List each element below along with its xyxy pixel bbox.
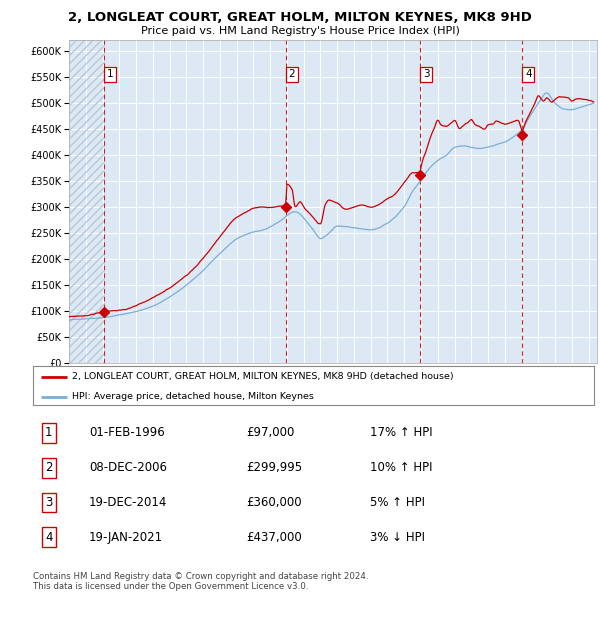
- Text: 08-DEC-2006: 08-DEC-2006: [89, 461, 167, 474]
- Text: HPI: Average price, detached house, Milton Keynes: HPI: Average price, detached house, Milt…: [72, 392, 314, 401]
- Text: 3: 3: [423, 69, 430, 79]
- Text: 5% ↑ HPI: 5% ↑ HPI: [370, 496, 425, 509]
- Text: £97,000: £97,000: [246, 427, 295, 440]
- Text: 2, LONGLEAT COURT, GREAT HOLM, MILTON KEYNES, MK8 9HD: 2, LONGLEAT COURT, GREAT HOLM, MILTON KE…: [68, 11, 532, 24]
- Text: Price paid vs. HM Land Registry's House Price Index (HPI): Price paid vs. HM Land Registry's House …: [140, 26, 460, 36]
- Text: 4: 4: [525, 69, 532, 79]
- Text: £437,000: £437,000: [246, 531, 302, 544]
- Text: 01-FEB-1996: 01-FEB-1996: [89, 427, 165, 440]
- Text: 1: 1: [45, 427, 52, 440]
- Text: 10% ↑ HPI: 10% ↑ HPI: [370, 461, 432, 474]
- Text: 2: 2: [45, 461, 52, 474]
- Text: 2: 2: [288, 69, 295, 79]
- Text: 17% ↑ HPI: 17% ↑ HPI: [370, 427, 432, 440]
- Text: 3% ↓ HPI: 3% ↓ HPI: [370, 531, 425, 544]
- Text: 4: 4: [45, 531, 52, 544]
- Text: £299,995: £299,995: [246, 461, 302, 474]
- Text: £360,000: £360,000: [246, 496, 302, 509]
- Text: 1: 1: [106, 69, 113, 79]
- Text: 19-JAN-2021: 19-JAN-2021: [89, 531, 163, 544]
- Text: Contains HM Land Registry data © Crown copyright and database right 2024.
This d: Contains HM Land Registry data © Crown c…: [33, 572, 368, 591]
- Text: 2, LONGLEAT COURT, GREAT HOLM, MILTON KEYNES, MK8 9HD (detached house): 2, LONGLEAT COURT, GREAT HOLM, MILTON KE…: [72, 372, 454, 381]
- Bar: [69, 40, 104, 363]
- Text: 3: 3: [45, 496, 52, 509]
- Text: 19-DEC-2014: 19-DEC-2014: [89, 496, 167, 509]
